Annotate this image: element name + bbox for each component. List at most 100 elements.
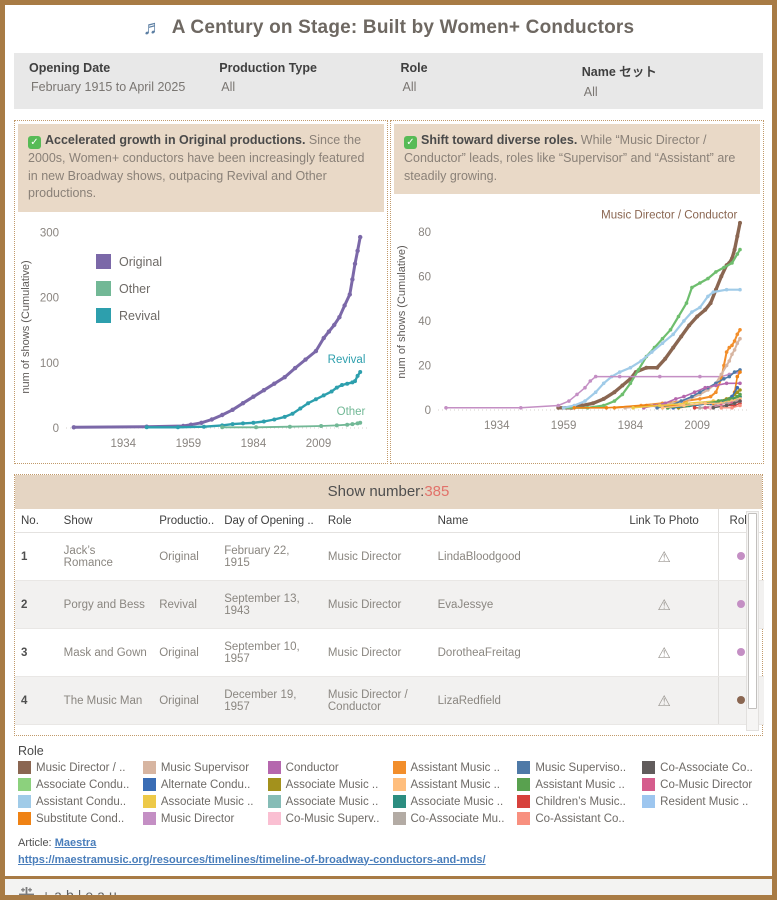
row-number: 3 xyxy=(15,628,58,677)
legend-item[interactable]: Co-Associate Mu.. xyxy=(392,812,514,825)
legend-item[interactable]: Co-Associate Co.. xyxy=(642,761,763,774)
legend-label: Co-Music Superv.. xyxy=(285,812,380,825)
article-link[interactable]: Maestra xyxy=(54,837,97,849)
legend-swatch xyxy=(267,795,281,808)
role-dot xyxy=(737,551,746,560)
production-type-trend-chart[interactable]: 0 100 200 300 1934 1959 1984 2009 num of shows (… xyxy=(18,218,384,460)
legend-item[interactable]: Co-Assistant Co.. xyxy=(517,812,638,825)
broken-photo-link-icon[interactable]: ⚠ xyxy=(657,548,671,566)
conductor-name: DorotheaFreitag xyxy=(431,628,611,677)
conductor-name: LindaBloodgood xyxy=(431,532,611,581)
row-number: 2 xyxy=(15,580,58,629)
scrollbar-thumb[interactable] xyxy=(748,513,757,710)
legend-item[interactable]: Music Director / .. xyxy=(18,761,139,774)
legend-item[interactable]: Associate Music .. xyxy=(267,778,389,791)
article-label: Article: xyxy=(18,837,55,849)
filter-label: Name セット xyxy=(581,65,657,79)
legend-item[interactable]: Children’s Music.. xyxy=(517,795,638,808)
legend-item[interactable]: Assistant Music .. xyxy=(517,778,638,791)
legend-swatch xyxy=(18,812,31,825)
legend-swatch xyxy=(18,778,31,791)
legend-item[interactable]: Assistant Music .. xyxy=(392,778,514,791)
legend-item[interactable]: Resident Music .. xyxy=(642,795,763,808)
legend-label: Music Superviso.. xyxy=(535,761,627,774)
table-row[interactable]: 4 The Music Man Original December 19, 1957 M… xyxy=(15,676,764,725)
filter-opening-date[interactable]: Opening Date February 1915 to April 2025 xyxy=(29,61,219,109)
legend-item[interactable]: Assistant Music .. xyxy=(392,761,514,774)
show-name: Mask and Gown xyxy=(57,628,154,677)
filter-value[interactable]: All xyxy=(221,80,236,94)
role: Music Director xyxy=(321,532,432,581)
filter-value[interactable]: February 1915 to April 2025 xyxy=(31,80,186,94)
broken-photo-link-icon[interactable]: ⚠ xyxy=(657,596,671,614)
legend-label: Co-Associate Mu.. xyxy=(410,812,505,825)
dashboard-header: ♬ A Century on Stage: Built by Women+ Co… xyxy=(5,5,772,51)
show-name: The Music Man xyxy=(57,676,154,725)
legend-item[interactable]: Associate Music .. xyxy=(392,795,514,808)
legend-swatch xyxy=(142,812,156,825)
filter-role[interactable]: Role All xyxy=(401,61,582,109)
legend-title: Role xyxy=(18,744,44,758)
table-row[interactable]: 2 Porgy and Bess Revival September 13, 1943… xyxy=(15,580,764,629)
filter-value[interactable]: All xyxy=(583,85,598,99)
svg-text:num of shows (Cumulative): num of shows (Cumulative) xyxy=(20,260,32,393)
legend-swatch xyxy=(392,778,406,791)
production-type-panel: ✓ Accelerated growth in Original producti… xyxy=(14,120,388,464)
filter-label: Role xyxy=(400,61,428,75)
legend-item[interactable]: Associate Music .. xyxy=(267,795,389,808)
legend-item[interactable]: Co-Music Director xyxy=(642,778,763,791)
broken-photo-link-icon[interactable]: ⚠ xyxy=(657,692,671,710)
legend-item[interactable]: Music Superviso.. xyxy=(517,761,638,774)
legend-item[interactable]: Co-Music Superv.. xyxy=(267,812,389,825)
show-number-banner: Show number:385 xyxy=(15,475,762,509)
legend-item[interactable]: Music Director xyxy=(142,812,264,825)
legend-label: Assistant Music .. xyxy=(535,778,625,791)
column-header-day-of-opening-[interactable]: Day of Opening .. xyxy=(218,509,322,533)
left-annotation-text: Since the 2000s, Women+ conductors have … xyxy=(28,133,365,201)
legend-item[interactable]: Alternate Condu.. xyxy=(142,778,264,791)
legend-item[interactable]: Conductor xyxy=(267,761,389,774)
column-header-no-[interactable]: No. xyxy=(15,509,58,533)
svg-text:Revival: Revival xyxy=(119,309,160,323)
legend-item[interactable]: Associate Condu.. xyxy=(18,778,139,791)
filter-value[interactable]: All xyxy=(402,80,417,94)
check-icon: ✓ xyxy=(404,136,417,149)
table-row[interactable]: 1 Jack’s Romance Original February 22, 1915… xyxy=(15,532,764,581)
filter-name-[interactable]: Name セット All xyxy=(582,61,763,109)
svg-text:Original: Original xyxy=(119,255,162,269)
legend-item[interactable]: Assistant Condu.. xyxy=(18,795,139,808)
column-header-show[interactable]: Show xyxy=(57,509,154,533)
column-header-link-to-photo[interactable]: Link To Photo xyxy=(610,509,719,533)
legend-swatch xyxy=(142,778,156,791)
conductor-name: EvaJessye xyxy=(431,580,611,629)
show-name: Jack’s Romance xyxy=(57,532,154,581)
legend-swatch xyxy=(517,795,531,808)
legend-item[interactable]: Associate Music .. xyxy=(142,795,264,808)
role-trend-chart[interactable]: 0 20 40 60 80 1934 1959 1984 2009 num of shows (C… xyxy=(394,200,760,442)
article-block: Article: Maestra https://maestramusic.or… xyxy=(18,835,763,868)
legend-item[interactable]: Music Supervisor xyxy=(142,761,264,774)
table-row[interactable]: 3 Mask and Gown Original September 10, 1957… xyxy=(15,628,764,677)
legend-swatch xyxy=(267,778,281,791)
legend-item[interactable]: Substitute Cond.. xyxy=(18,812,139,825)
production-type: Original xyxy=(153,628,219,677)
role: Music Director xyxy=(321,628,432,677)
legend-swatch xyxy=(517,778,531,791)
legend-label: Music Director xyxy=(160,812,235,825)
filter-production-type[interactable]: Production Type All xyxy=(219,61,400,109)
svg-text:Other: Other xyxy=(337,406,366,418)
role: Music Director / Conductor xyxy=(321,676,432,725)
left-annotation-bold: Accelerated growth in Original productio… xyxy=(45,133,306,147)
column-header-role[interactable]: Role xyxy=(321,509,432,533)
legend-label: Resident Music .. xyxy=(660,795,749,808)
photo-link-cell: ⚠ xyxy=(610,676,719,725)
column-header-productio-[interactable]: Productio.. xyxy=(153,509,219,533)
legend-label: Associate Music .. xyxy=(285,778,379,791)
table-scrollbar[interactable] xyxy=(746,511,759,731)
opening-date: February 22, 1915 xyxy=(218,532,322,581)
column-header-name[interactable]: Name xyxy=(431,509,611,533)
broken-photo-link-icon[interactable]: ⚠ xyxy=(657,644,671,662)
article-url-link[interactable]: https://maestramusic.org/resources/timel… xyxy=(18,853,486,866)
svg-text:300: 300 xyxy=(40,228,59,240)
legend-label: Substitute Cond.. xyxy=(36,812,125,825)
